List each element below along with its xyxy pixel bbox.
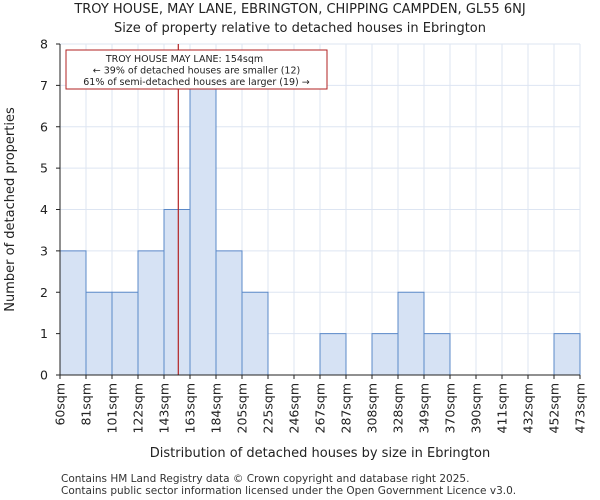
x-tick-label: 143sqm — [157, 383, 172, 433]
y-tick-label: 2 — [40, 285, 48, 300]
footer-licence: Contains public sector information licen… — [61, 485, 517, 497]
footer-copyright: Contains HM Land Registry data © Crown c… — [61, 473, 470, 485]
x-tick-label: 225sqm — [261, 383, 276, 433]
y-tick-label: 0 — [40, 368, 48, 383]
histogram-bar — [189, 84, 217, 376]
chart-title-line-1: TROY HOUSE, MAY LANE, EBRINGTON, CHIPPIN… — [74, 2, 526, 17]
x-tick-label: 328sqm — [391, 383, 406, 433]
x-axis-title: Distribution of detached houses by size … — [150, 446, 490, 461]
histogram-bar — [215, 250, 243, 376]
histogram-bar — [319, 333, 347, 376]
annotation-box: TROY HOUSE MAY LANE: 154sqm ← 39% of det… — [65, 49, 328, 90]
x-tick-label: 184sqm — [209, 383, 224, 433]
x-tick-label: 60sqm — [53, 383, 68, 426]
y-tick-label: 8 — [40, 37, 48, 52]
annotation-line-1: TROY HOUSE MAY LANE: 154sqm — [105, 54, 263, 65]
x-tick-label: 101sqm — [105, 383, 120, 433]
x-tick-label: 452sqm — [547, 383, 562, 433]
y-tick-label: 4 — [40, 202, 48, 217]
histogram-bar — [371, 333, 399, 376]
y-tick-label: 7 — [40, 78, 48, 93]
x-tick-label: 81sqm — [79, 383, 94, 426]
y-tick-label: 5 — [40, 161, 48, 176]
x-tick-label: 287sqm — [339, 383, 354, 433]
x-tick-label: 473sqm — [573, 383, 588, 433]
x-tick-label: 370sqm — [443, 383, 458, 433]
x-tick-label: 122sqm — [131, 383, 146, 433]
histogram-bar — [423, 333, 451, 376]
axes: 0 1 2 3 4 5 6 7 8 60sqm 81sqm 101sqm 122sqm 143sqm 163… — [40, 37, 587, 434]
x-tick-label: 205sqm — [235, 383, 250, 433]
histogram-bar — [111, 291, 139, 376]
x-tick-label: 308sqm — [365, 383, 380, 433]
histogram-bar — [85, 291, 113, 376]
annotation-line-2: ← 39% of detached houses are smaller (12… — [93, 66, 300, 77]
annotation-line-3: 61% of semi-detached houses are larger (… — [83, 77, 310, 88]
y-axis-title: Number of detached properties — [3, 107, 18, 312]
histogram-bar — [397, 291, 425, 376]
x-tick-label: 390sqm — [469, 383, 484, 433]
histogram-chart: 0 1 2 3 4 5 6 7 8 60sqm 81sqm 101sqm 122sqm 143sqm 163… — [3, 37, 588, 462]
histogram-bar — [137, 250, 165, 376]
x-tick-label: 246sqm — [287, 383, 302, 433]
histogram-bar — [59, 250, 87, 376]
y-tick-label: 3 — [40, 243, 48, 258]
x-tick-label: 349sqm — [417, 383, 432, 433]
y-tick-label: 1 — [40, 326, 48, 341]
chart-title-line-2: Size of property relative to detached ho… — [114, 21, 486, 36]
histogram-bar — [241, 291, 269, 376]
histogram-bar — [553, 333, 581, 376]
x-tick-label: 411sqm — [495, 383, 510, 433]
y-tick-label: 6 — [40, 119, 48, 134]
x-tick-label: 163sqm — [183, 383, 198, 433]
annotation-border — [65, 49, 328, 90]
bars — [59, 84, 581, 376]
x-tick-label: 267sqm — [313, 383, 328, 433]
x-tick-label: 432sqm — [521, 383, 536, 433]
histogram-bar — [163, 209, 191, 376]
